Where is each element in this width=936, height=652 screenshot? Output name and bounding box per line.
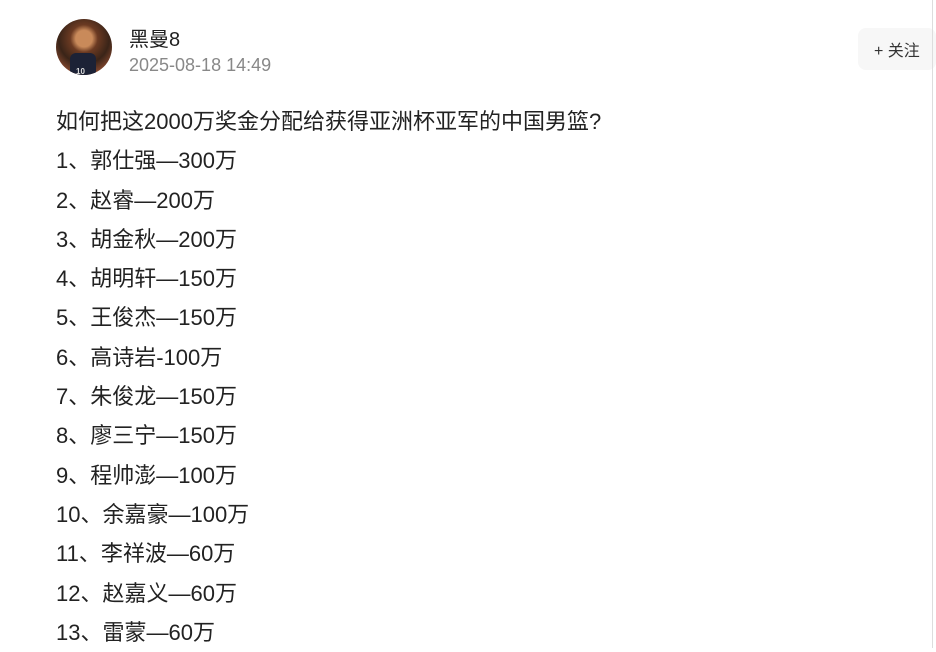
post-timestamp: 2025-08-18 14:49	[129, 55, 272, 75]
avatar[interactable]: 10	[56, 19, 112, 75]
list-item: 8、廖三宁—150万	[56, 423, 237, 449]
list-item: 11、李祥波—60万	[56, 541, 236, 567]
list-item: 10、余嘉豪—100万	[56, 501, 250, 527]
list-item: 9、程帅澎—100万	[56, 462, 237, 488]
list-item: 7、朱俊龙—150万	[56, 384, 237, 410]
list-item: 2、赵睿—200万	[56, 187, 215, 213]
list-item: 5、王俊杰—150万	[56, 305, 237, 331]
avatar-jersey	[70, 53, 96, 75]
avatar-number: 10	[76, 67, 85, 75]
post-title: 如何把这2000万奖金分配给获得亚洲杯亚军的中国男篮?	[56, 109, 602, 134]
list-item: 12、赵嘉义—60万	[56, 580, 237, 606]
scrollbar-edge	[932, 0, 933, 648]
follow-button[interactable]: + 关注	[858, 28, 936, 70]
list-item: 3、胡金秋—200万	[56, 226, 237, 252]
author-name[interactable]: 黑曼8	[129, 29, 181, 51]
post-content: 如何把这2000万奖金分配给获得亚洲杯亚军的中国男篮? 1、郭仕强—300万 2…	[56, 102, 601, 652]
list-item: 4、胡明轩—150万	[56, 266, 237, 292]
list-item: 6、高诗岩-100万	[56, 344, 223, 370]
list-item: 13、雷蒙—60万	[56, 619, 215, 645]
list-item: 1、郭仕强—300万	[56, 148, 237, 174]
